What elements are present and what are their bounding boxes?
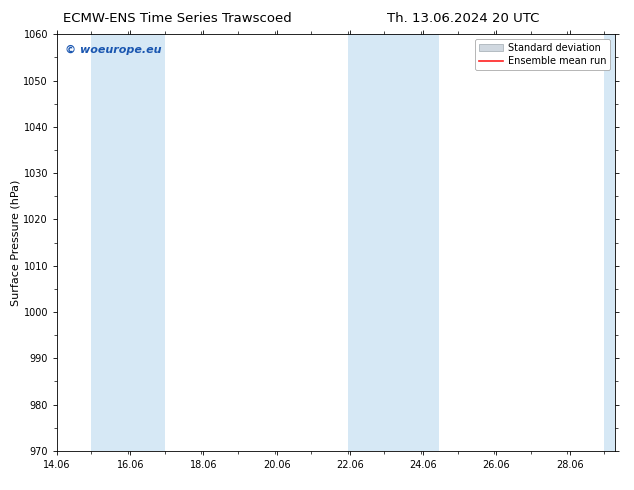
Text: © woeurope.eu: © woeurope.eu (65, 45, 162, 55)
Y-axis label: Surface Pressure (hPa): Surface Pressure (hPa) (11, 179, 21, 306)
Bar (91, 34, 165, 451)
Bar (347, 34, 439, 451)
Legend: Standard deviation, Ensemble mean run: Standard deviation, Ensemble mean run (475, 39, 610, 70)
Text: Th. 13.06.2024 20 UTC: Th. 13.06.2024 20 UTC (387, 12, 539, 25)
Text: ECMW-ENS Time Series Trawscoed: ECMW-ENS Time Series Trawscoed (63, 12, 292, 25)
Bar (604, 34, 615, 451)
